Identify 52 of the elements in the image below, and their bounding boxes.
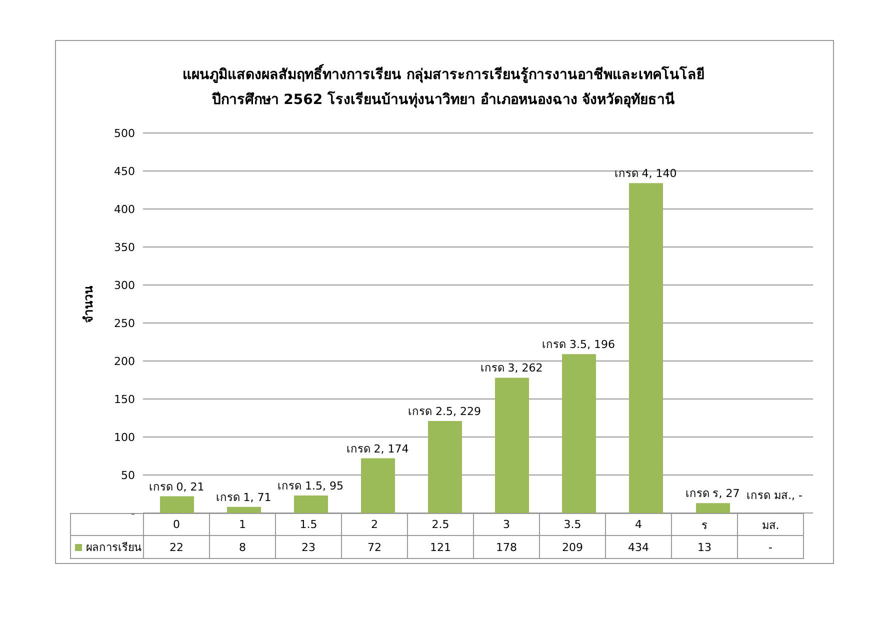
y-tick-label: 250 [114,316,135,330]
data-label: 178 [473,536,540,559]
x-tick-label: 1.5 [275,513,342,536]
bar [495,378,529,513]
data-label: 434 [605,536,672,559]
x-tick-label: 0 [143,513,210,536]
x-tick-label: 2 [341,513,408,536]
annotation: เกรด ร, 27 [685,487,740,500]
annotation: เกรด 1, 71 [216,490,272,504]
x-tick-label: 4 [605,513,672,536]
y-axis-title: จำนวน [81,285,96,323]
y-tick-label: 50 [121,468,135,482]
bar [629,183,663,513]
y-tick-label: 100 [114,430,135,444]
bar [361,458,395,513]
data-label: 209 [539,536,606,559]
annotation: เกรด 4, 140 [614,167,677,180]
text: - [768,540,772,554]
annotation: เกรด มส., - [746,489,802,502]
x-tick-label: 3.5 [539,513,606,536]
legend-label: ผลการเรียน [85,540,142,556]
y-tick-label: 500 [114,126,135,140]
annotation: เกรด 1.5, 95 [278,480,344,493]
x-tick-label: มส. [737,513,804,536]
bar [294,496,328,513]
data-label: 8 [209,536,276,559]
x-tick-label: 2.5 [407,513,474,536]
annotation: เกรด 3, 262 [480,362,543,375]
y-tick-label: 150 [114,392,135,406]
data-label: 22 [143,536,210,559]
bar [160,496,194,513]
bar [562,354,596,513]
bar [428,421,462,513]
y-tick-label: 450 [114,164,135,178]
x-tick-label: 3 [473,513,540,536]
data-label: 121 [407,536,474,559]
y-tick-label: 200 [114,354,135,368]
x-tick-label: 1 [209,513,276,536]
data-label: 13 [671,536,738,559]
bar [696,503,730,513]
annotation: เกรด 0, 21 [148,480,204,494]
annotation: เกรด 2.5, 229 [408,405,481,418]
annotation: เกรด 2, 174 [346,442,409,456]
y-tick-label: 350 [114,240,135,254]
chart-title: แผนภูมิแสดงผลสัมฤทธิ์ทางการเรียน กลุ่มสาระการเรียนรู้การงานอาชีพและเทคโนโลยี ปีการศึกษา 2562 โรงเรียนบ้านทุ่งนาวิทยา อำเภอหนองฉาง จังหวัดอุทัยธานี [182,63,706,110]
data-label: 72 [341,536,408,559]
x-tick-label: ร [671,513,738,536]
annotation: เกรด 3.5, 196 [542,338,615,352]
y-tick-label: 400 [114,202,135,216]
data-label: 23 [275,536,342,559]
y-tick-label: 300 [114,278,135,292]
bar [227,506,261,513]
